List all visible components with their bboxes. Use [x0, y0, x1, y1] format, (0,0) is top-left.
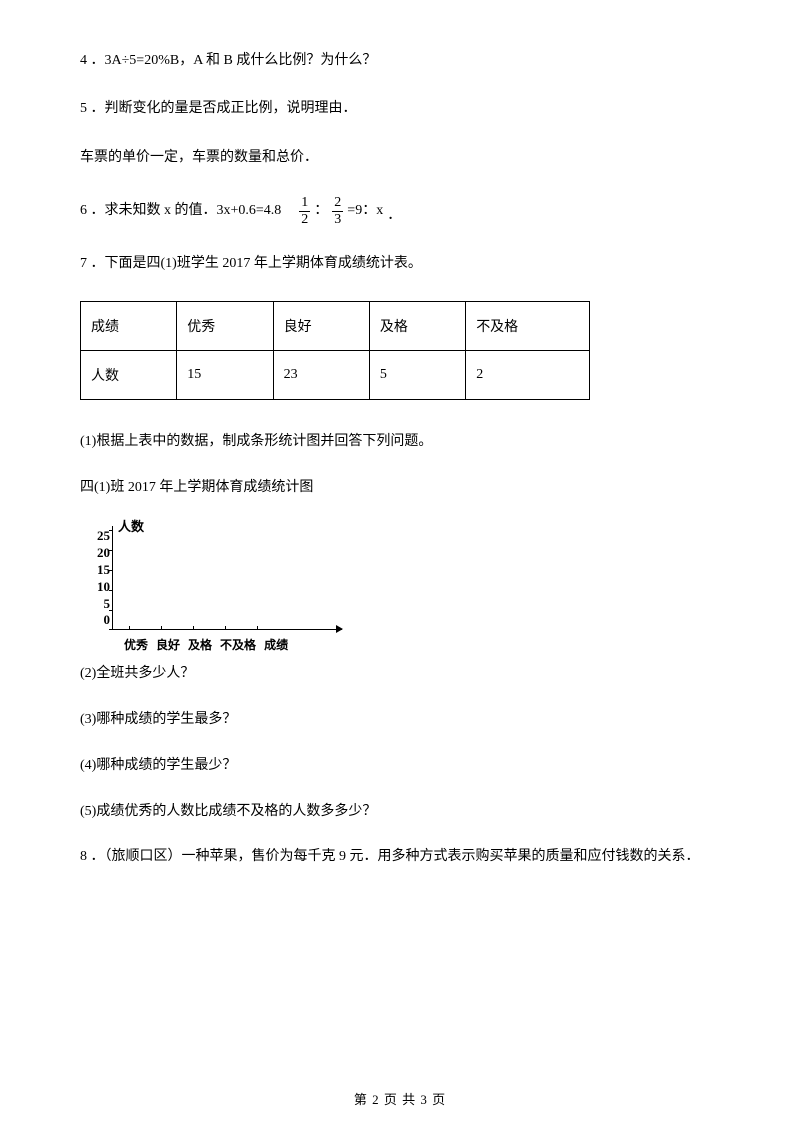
frac1-den: 2	[299, 212, 310, 227]
xlabel-0: 优秀	[124, 636, 148, 653]
colon: ：	[314, 200, 328, 222]
x-axis-arrow	[336, 625, 343, 633]
sub-question-5: (5)成绩优秀的人数比成绩不及格的人数多多少？	[80, 800, 720, 820]
th-0: 成绩	[81, 302, 177, 351]
frac1-num: 1	[299, 195, 310, 211]
question-8: 8 ．（旅顺口区）一种苹果，售价为每千克 9 元．用多种方式表示购买苹果的质量和…	[80, 846, 720, 868]
val-2: 5	[369, 351, 465, 400]
ytick-5: 0	[88, 612, 110, 628]
xlabel-2: 及格	[188, 636, 212, 653]
page-footer: 第 2 页 共 3 页	[0, 1089, 800, 1108]
sub-question-4: (4)哪种成绩的学生最少？	[80, 754, 720, 774]
q6-dot: ．	[387, 205, 401, 227]
question-6: 6 ．求未知数 x 的值．3x+0.6=4.8 1 2 ： 2 3 =9：x ．	[80, 195, 720, 227]
ytick-0: 25	[88, 528, 110, 544]
y-ticks: 25 20 15 10 5 0	[88, 528, 110, 628]
ytick-1: 20	[88, 545, 110, 561]
fraction-1: 1 2	[299, 195, 310, 227]
row-label: 人数	[81, 351, 177, 400]
val-0: 15	[177, 351, 273, 400]
val-1: 23	[273, 351, 369, 400]
bar-chart-axes: 人数 25 20 15 10 5 0 优秀 良好 及格 不及格 成绩	[84, 522, 344, 642]
q6-post: =9：x	[347, 200, 383, 222]
y-axis-line	[112, 526, 113, 630]
table-data-row: 人数 15 23 5 2	[81, 351, 590, 400]
chart-container: 人数 25 20 15 10 5 0 优秀 良好 及格 不及格 成绩	[84, 522, 720, 642]
q6-fraction-expr: 1 2 ： 2 3 =9：x ．	[299, 195, 401, 227]
frac2-num: 2	[332, 195, 343, 211]
chart-title: 四(1)班 2017 年上学期体育成绩统计图	[80, 476, 720, 496]
sub-question-3: (3)哪种成绩的学生最多？	[80, 708, 720, 728]
x-tick-marks	[129, 626, 258, 630]
q6-prefix: 6 ．求未知数 x 的值．3x+0.6=4.8	[80, 200, 281, 222]
question-7: 7 ．下面是四(1)班学生 2017 年上学期体育成绩统计表。	[80, 253, 720, 275]
sub-question-2: (2)全班共多少人？	[80, 662, 720, 682]
th-1: 优秀	[177, 302, 273, 351]
y-axis-label: 人数	[118, 516, 144, 535]
frac2-den: 3	[332, 212, 343, 227]
xlabel-4: 成绩	[264, 636, 288, 653]
x-labels: 优秀 良好 及格 不及格 成绩	[124, 636, 288, 653]
ytick-4: 5	[88, 596, 110, 612]
th-3: 及格	[369, 302, 465, 351]
xlabel-3: 不及格	[220, 636, 256, 653]
val-3: 2	[466, 351, 590, 400]
ytick-2: 15	[88, 562, 110, 578]
th-4: 不及格	[466, 302, 590, 351]
fraction-2: 2 3	[332, 195, 343, 227]
sub-question-1: (1)根据上表中的数据，制成条形统计图并回答下列问题。	[80, 430, 720, 450]
table-header-row: 成绩 优秀 良好 及格 不及格	[81, 302, 590, 351]
question-5: 5 ．判断变化的量是否成正比例，说明理由．	[80, 98, 720, 120]
xlabel-1: 良好	[156, 636, 180, 653]
th-2: 良好	[273, 302, 369, 351]
question-5-sub: 车票的单价一定，车票的数量和总价．	[80, 147, 720, 169]
score-table: 成绩 优秀 良好 及格 不及格 人数 15 23 5 2	[80, 301, 590, 400]
ytick-3: 10	[88, 579, 110, 595]
question-4: 4 ．3A÷5=20%B，A 和 B 成什么比例？为什么？	[80, 50, 720, 72]
